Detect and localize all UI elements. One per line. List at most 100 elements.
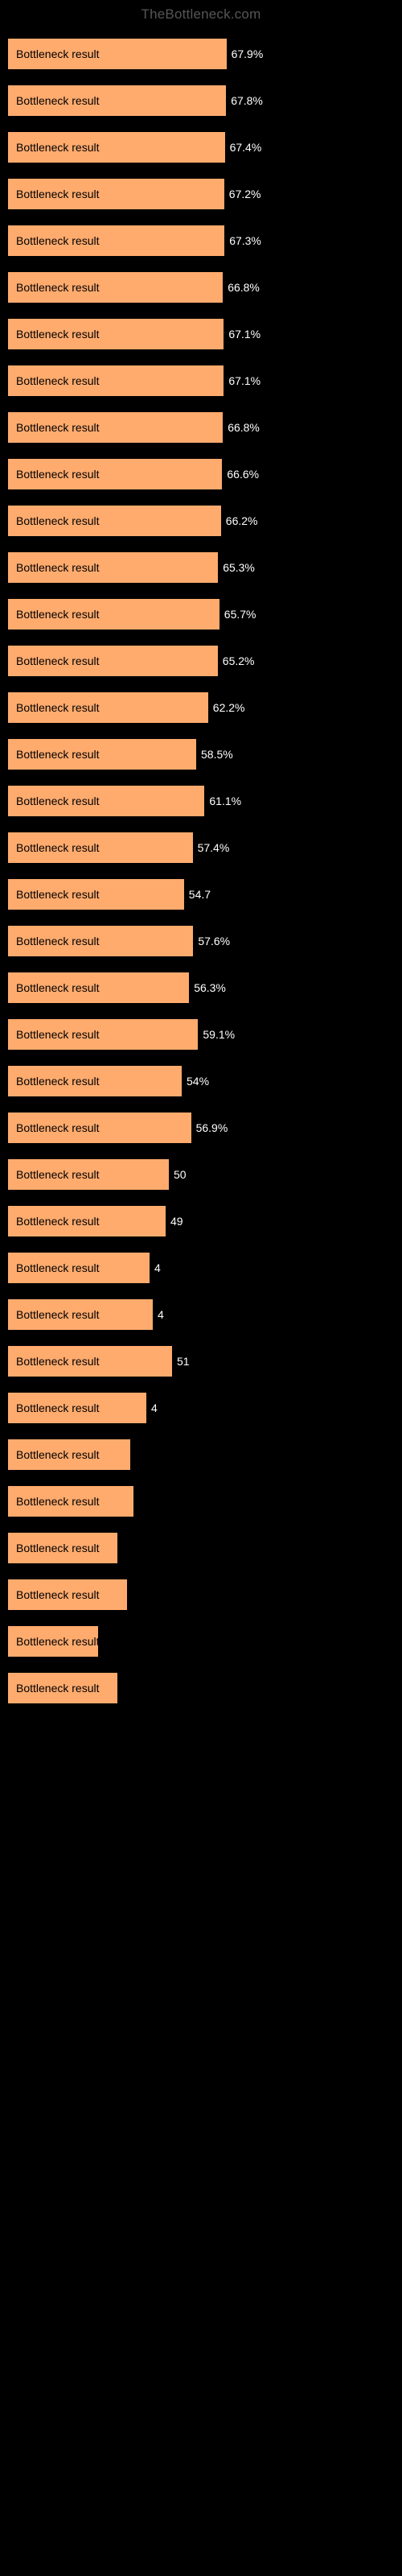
bar-track: Bottleneck result65.3% <box>8 552 402 583</box>
bar-caption: Bottleneck result <box>16 1121 100 1134</box>
bar-fill: Bottleneck result <box>8 1486 133 1517</box>
bar-track: Bottleneck result65.7% <box>8 599 402 630</box>
bar-track: Bottleneck result67.8% <box>8 85 402 116</box>
bar-value-label <box>117 1533 122 1563</box>
bar-track: Bottleneck result <box>8 1626 402 1657</box>
bar-value-label: 67.9% <box>227 39 264 69</box>
bar-caption: Bottleneck result <box>16 841 100 854</box>
bar-track: Bottleneck result67.2% <box>8 179 402 209</box>
bar-track: Bottleneck result <box>8 1486 402 1517</box>
bar-row: Bottleneck result67.4% <box>0 121 402 163</box>
bar-caption: Bottleneck result <box>16 1448 100 1461</box>
bar-fill: Bottleneck result <box>8 552 218 583</box>
bar-fill: Bottleneck result <box>8 1019 198 1050</box>
row-hidden-label <box>8 1428 402 1439</box>
bar-row: Bottleneck result65.2% <box>0 634 402 676</box>
bar-track: Bottleneck result51 <box>8 1346 402 1377</box>
bar-row: Bottleneck result65.7% <box>0 588 402 630</box>
bar-value-label: 56.9% <box>191 1113 228 1143</box>
bar-caption: Bottleneck result <box>16 421 100 434</box>
row-hidden-label <box>8 1288 402 1299</box>
bar-fill: Bottleneck result <box>8 599 219 630</box>
bar-fill: Bottleneck result <box>8 319 224 349</box>
bar-value-label <box>130 1439 135 1470</box>
bar-caption: Bottleneck result <box>16 1588 100 1601</box>
row-hidden-label <box>8 1055 402 1066</box>
bar-track: Bottleneck result57.6% <box>8 926 402 956</box>
bar-fill: Bottleneck result <box>8 506 221 536</box>
bar-value-label: 58.5% <box>196 739 233 770</box>
bar-caption: Bottleneck result <box>16 514 100 527</box>
bar-row: Bottleneck result61.1% <box>0 774 402 816</box>
bar-caption: Bottleneck result <box>16 1682 100 1695</box>
bar-track: Bottleneck result4 <box>8 1393 402 1423</box>
bar-caption: Bottleneck result <box>16 47 100 60</box>
bar-value-label: 67.1% <box>224 319 260 349</box>
bar-track: Bottleneck result 67.9% <box>8 39 402 69</box>
bar-row: Bottleneck result <box>0 1428 402 1470</box>
row-hidden-label <box>8 401 402 412</box>
row-hidden-label <box>8 167 402 179</box>
bar-row: Bottleneck result56.3% <box>0 961 402 1003</box>
bar-value-label: 54.7 <box>184 879 211 910</box>
bar-value-label <box>127 1579 132 1610</box>
bar-value-label: 66.2% <box>221 506 258 536</box>
bar-row: Bottleneck result <box>0 1475 402 1517</box>
bar-row: Bottleneck result <box>0 1615 402 1657</box>
bar-caption: Bottleneck result <box>16 374 100 387</box>
bar-fill: Bottleneck result <box>8 132 225 163</box>
row-hidden-label <box>8 214 402 225</box>
bar-fill: Bottleneck result <box>8 1393 146 1423</box>
bar-track: Bottleneck result67.1% <box>8 365 402 396</box>
bar-value-label: 66.8% <box>223 272 260 303</box>
bar-track: Bottleneck result56.3% <box>8 972 402 1003</box>
watermark-text: TheBottleneck.com <box>0 6 402 23</box>
row-hidden-label <box>8 74 402 85</box>
bar-track: Bottleneck result67.4% <box>8 132 402 163</box>
row-hidden-label <box>8 588 402 599</box>
bar-caption: Bottleneck result <box>16 468 100 481</box>
row-hidden-label <box>8 1381 402 1393</box>
bar-track: Bottleneck result4 <box>8 1253 402 1283</box>
bar-caption: Bottleneck result <box>16 1215 100 1228</box>
bar-fill: Bottleneck result <box>8 1066 182 1096</box>
bar-fill: Bottleneck result <box>8 1626 98 1657</box>
bar-row: Bottleneck result57.6% <box>0 914 402 956</box>
bar-caption: Bottleneck result <box>16 1075 100 1088</box>
bar-caption: Bottleneck result <box>16 701 100 714</box>
bar-fill: Bottleneck result <box>8 786 204 816</box>
bar-row: Bottleneck result <box>0 1662 402 1703</box>
bar-row: Bottleneck result67.1% <box>0 308 402 349</box>
bar-track: Bottleneck result <box>8 1673 402 1703</box>
bar-fill: Bottleneck result <box>8 1253 150 1283</box>
bar-caption: Bottleneck result <box>16 1261 100 1274</box>
bar-row: Bottleneck result54% <box>0 1055 402 1096</box>
bar-row: Bottleneck result4 <box>0 1241 402 1283</box>
bar-track: Bottleneck result66.8% <box>8 272 402 303</box>
bar-caption: Bottleneck result <box>16 1542 100 1554</box>
bar-fill: Bottleneck result <box>8 179 224 209</box>
row-hidden-label <box>8 728 402 739</box>
bar-track: Bottleneck result67.3% <box>8 225 402 256</box>
row-hidden-label <box>8 27 402 39</box>
row-hidden-label <box>8 494 402 506</box>
bar-caption: Bottleneck result <box>16 795 100 807</box>
bar-caption: Bottleneck result <box>16 748 100 761</box>
row-hidden-label <box>8 1008 402 1019</box>
bar-fill: Bottleneck result <box>8 39 227 69</box>
row-hidden-label <box>8 821 402 832</box>
bar-row: Bottleneck result <box>0 1521 402 1563</box>
bar-track: Bottleneck result 54.7 <box>8 879 402 910</box>
bar-track: Bottleneck result54% <box>8 1066 402 1096</box>
bar-caption: Bottleneck result <box>16 1028 100 1041</box>
bar-track: Bottleneck result66.8% <box>8 412 402 443</box>
bar-row: Bottleneck result 58.5% <box>0 728 402 770</box>
bar-value-label: 67.2% <box>224 179 261 209</box>
bar-fill: Bottleneck result <box>8 272 223 303</box>
bar-value-label: 51 <box>172 1346 190 1377</box>
bar-value-label <box>117 1673 122 1703</box>
bar-caption: Bottleneck result <box>16 888 100 901</box>
bar-value-label <box>133 1486 138 1517</box>
bar-fill: Bottleneck result <box>8 365 224 396</box>
bar-caption: Bottleneck result <box>16 1495 100 1508</box>
